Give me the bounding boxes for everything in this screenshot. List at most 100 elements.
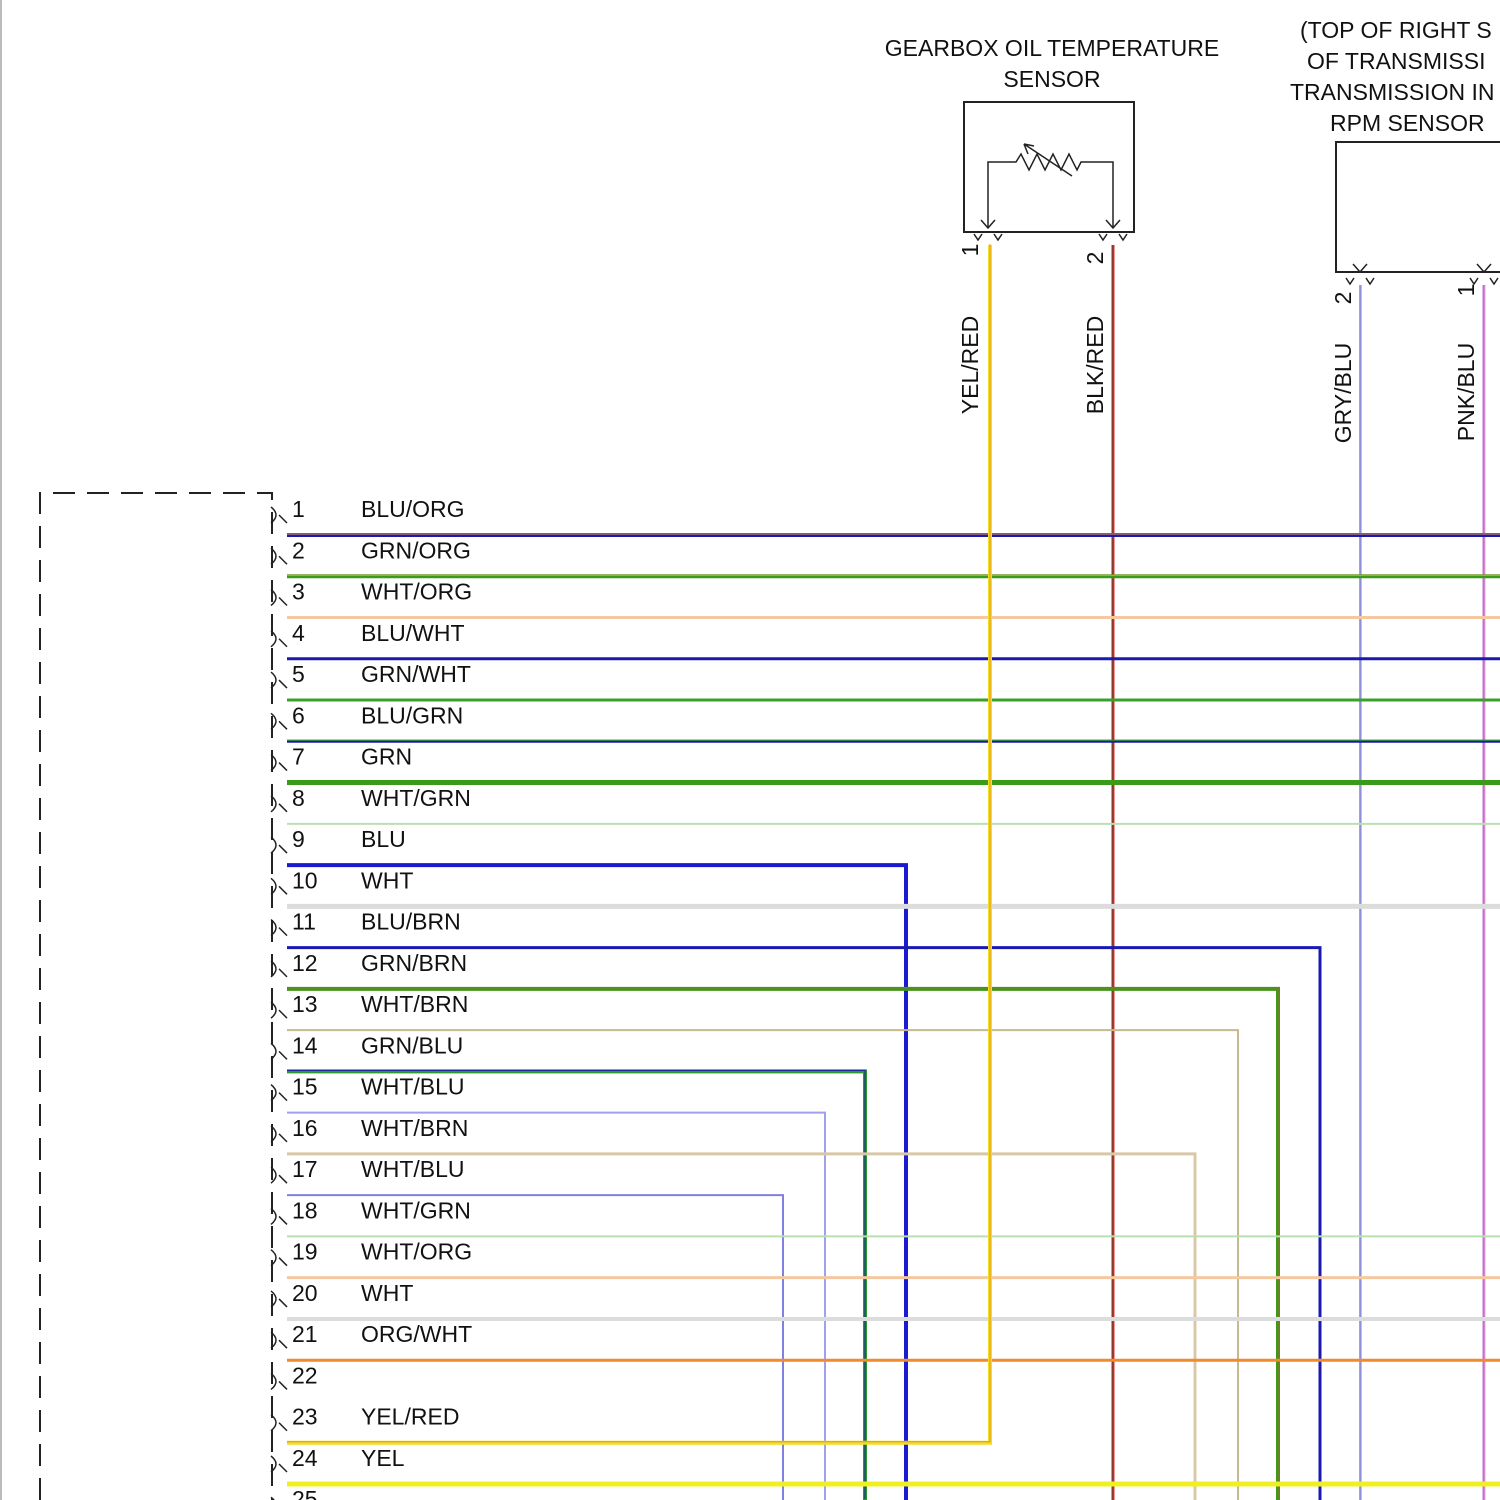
connector-terminal xyxy=(270,960,288,978)
pin-number: 14 xyxy=(292,1032,318,1058)
sensor-wire-label: YEL/RED xyxy=(957,316,983,414)
wire-label: WHT xyxy=(361,1280,413,1306)
wire-label: BLU/BRN xyxy=(361,909,461,935)
pin-number: 8 xyxy=(292,785,305,811)
pin-number: 23 xyxy=(292,1404,318,1430)
sensor-terminal xyxy=(1098,219,1128,242)
wire-label: GRN/BLU xyxy=(361,1032,463,1058)
wire-label: BLU xyxy=(361,826,406,852)
wire xyxy=(287,1029,1239,1500)
wire xyxy=(287,863,908,1500)
connector-terminal xyxy=(270,1290,288,1308)
pin-number: 21 xyxy=(292,1321,318,1347)
resistor xyxy=(987,152,1114,228)
wire-label: WHT/BRN xyxy=(361,991,468,1017)
wire-label: GRN/BRN xyxy=(361,950,467,976)
sensor-wire-label: PNK/BLU xyxy=(1453,343,1479,441)
connector-terminal xyxy=(270,712,288,730)
wire-label: WHT/ORG xyxy=(361,579,472,605)
wire-label: GRN/ORG xyxy=(361,537,471,563)
wire-label: BLU/WHT xyxy=(361,620,465,646)
sensor-box xyxy=(963,101,1135,233)
wire-label: ORG/WHT xyxy=(361,1321,472,1347)
connector-terminal xyxy=(270,1125,288,1143)
sensor-terminal xyxy=(973,219,1003,242)
pin-number: 2 xyxy=(292,537,305,563)
pin-number: 9 xyxy=(292,826,305,852)
wire-label: WHT/ORG xyxy=(361,1239,472,1265)
wire-label: GRN xyxy=(361,744,412,770)
pin-number: 11 xyxy=(292,909,316,935)
connector-terminal xyxy=(270,1331,288,1349)
wire-label: WHT/BLU xyxy=(361,1074,465,1100)
pin-number: 20 xyxy=(292,1280,318,1306)
connector-terminal xyxy=(270,877,288,895)
connector-outline xyxy=(39,492,273,1500)
wire-label: WHT/GRN xyxy=(361,785,471,811)
connector-terminal xyxy=(270,1372,288,1391)
pin-number: 25 xyxy=(292,1486,318,1500)
connector-terminal xyxy=(270,1455,288,1473)
pin-number: 5 xyxy=(292,661,305,687)
pin-number: 17 xyxy=(292,1156,318,1182)
connector-terminal xyxy=(270,919,288,937)
pin-number: 18 xyxy=(292,1197,318,1223)
sensor-pin-number: 1 xyxy=(1453,284,1479,297)
sensor-box xyxy=(1335,141,1500,273)
connector-terminal xyxy=(270,1414,288,1432)
pin-number: 10 xyxy=(292,867,318,893)
sensor-title: TRANSMISSION IN xyxy=(1290,79,1494,105)
wire xyxy=(287,946,1322,1500)
sensor-terminal xyxy=(1469,263,1499,286)
sensor-pin-number: 2 xyxy=(1330,292,1356,305)
connector-terminal xyxy=(270,630,288,648)
pin-number: 1 xyxy=(292,496,305,522)
pin-number: 15 xyxy=(292,1074,318,1100)
wire-label: WHT/GRN xyxy=(361,1197,471,1223)
connector-terminal xyxy=(270,506,288,524)
pin-number: 12 xyxy=(292,950,318,976)
sensor-title: SENSOR xyxy=(1003,66,1100,92)
pin-number: 24 xyxy=(292,1445,318,1471)
sensor-title: GEARBOX OIL TEMPERATURE xyxy=(885,35,1219,61)
pin-number: 6 xyxy=(292,702,305,728)
pin-number: 3 xyxy=(292,579,305,605)
sensor-title: (TOP OF RIGHT S xyxy=(1300,17,1492,43)
sensor-pin-number: 2 xyxy=(1082,252,1108,265)
wire-label: YEL/RED xyxy=(361,1404,459,1430)
wire-label: BLU/ORG xyxy=(361,496,465,522)
connector-terminal xyxy=(270,795,288,813)
connector-terminal xyxy=(270,671,288,689)
pin-number: 22 xyxy=(292,1362,318,1388)
wire-label: BLU/GRN xyxy=(361,702,463,728)
connector-terminal xyxy=(270,1249,288,1267)
wire xyxy=(287,1194,784,1500)
connector-terminal xyxy=(270,588,288,607)
sensor-terminal xyxy=(1345,263,1375,286)
pin-number: 7 xyxy=(292,744,305,770)
pin-number: 19 xyxy=(292,1239,318,1265)
sensor-wire-label: GRY/BLU xyxy=(1330,343,1356,444)
wire-stripe xyxy=(287,987,1279,1499)
pin-number: 13 xyxy=(292,991,318,1017)
wire xyxy=(287,1111,826,1500)
sensor-title: OF TRANSMISSI xyxy=(1307,48,1486,74)
wire-label: WHT xyxy=(361,867,413,893)
connector-terminal xyxy=(270,1166,288,1184)
connector-terminal xyxy=(270,1084,288,1102)
connector-terminal xyxy=(270,836,288,854)
wire-label: GRN/WHT xyxy=(361,661,471,687)
wire xyxy=(287,1152,1197,1500)
connector-terminal xyxy=(270,1001,288,1019)
wire-label: WHT/BLU xyxy=(361,1156,465,1182)
sensor-title: RPM SENSOR xyxy=(1330,110,1485,136)
sensor-wire-label: BLK/RED xyxy=(1082,316,1108,414)
connector-terminal xyxy=(270,1042,288,1060)
thermistor-arrow xyxy=(1023,143,1073,177)
wire-stripe xyxy=(287,1069,866,1499)
connector-terminal xyxy=(270,753,288,772)
connector-terminal xyxy=(270,547,288,565)
connector-terminal xyxy=(270,1207,288,1226)
